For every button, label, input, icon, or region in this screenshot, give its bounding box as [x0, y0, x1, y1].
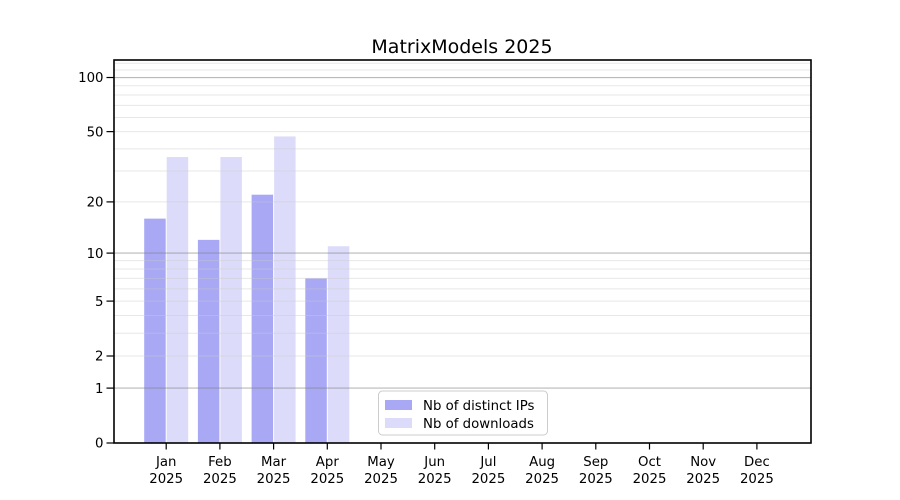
legend-frame: [378, 390, 548, 436]
chart-title: MatrixModels 2025: [371, 36, 552, 58]
y-tick-label-50: 50: [87, 125, 104, 140]
bar-nb-of-downloads-feb: [220, 157, 242, 443]
y-tick-label-10: 10: [87, 247, 104, 262]
bar-nb-of-distinct-ips-mar: [251, 194, 274, 443]
y-tick-label-100: 100: [78, 71, 103, 86]
bar-nb-of-downloads-mar: [274, 136, 296, 443]
bar-nb-of-distinct-ips-apr: [305, 278, 327, 443]
x-tick-label-sep: Sep 2025: [579, 455, 613, 487]
legend-swatch-downloads: [385, 418, 412, 428]
x-tick-label-feb: Feb 2025: [203, 455, 237, 487]
legend-label-downloads: Nb of downloads: [423, 417, 534, 432]
bar-nb-of-downloads-apr: [327, 246, 350, 443]
legend-swatch-distinct-ips: [385, 400, 412, 410]
plot-frame: [113, 59, 812, 444]
y-tick-label-2: 2: [95, 350, 103, 365]
legend: Nb of distinct IPs Nb of downloads: [378, 390, 548, 436]
x-tick-label-oct: Oct 2025: [633, 455, 667, 487]
x-tick-label-jul: Jul 2025: [471, 455, 505, 487]
x-tick-label-aug: Aug 2025: [525, 455, 559, 487]
x-tick-label-jun: Jun 2025: [418, 455, 452, 487]
y-tick-label-0: 0: [95, 437, 103, 452]
x-tick-label-mar: Mar 2025: [257, 455, 291, 487]
y-tick-label-1: 1: [95, 382, 103, 397]
y-tick-label-20: 20: [87, 196, 104, 211]
x-tick-label-may: May 2025: [364, 455, 398, 487]
legend-label-distinct-ips: Nb of distinct IPs: [423, 399, 535, 414]
bar-nb-of-downloads-jan: [166, 157, 189, 443]
x-tick-label-nov: Nov 2025: [686, 455, 720, 487]
bar-nb-of-distinct-ips-feb: [197, 239, 220, 443]
bar-nb-of-distinct-ips-jan: [144, 218, 166, 443]
plot-area: 0 1 2 5 10 20 50 100 Jan 2025 Feb 2025 Mar 2025 Apr 202…: [78, 59, 812, 487]
x-tick-label-jan: Jan 2025: [149, 455, 183, 487]
y-tick-label-5: 5: [95, 295, 103, 310]
x-tick-label-dec: Dec 2025: [740, 455, 774, 487]
x-tick-label-apr: Apr 2025: [310, 455, 344, 487]
